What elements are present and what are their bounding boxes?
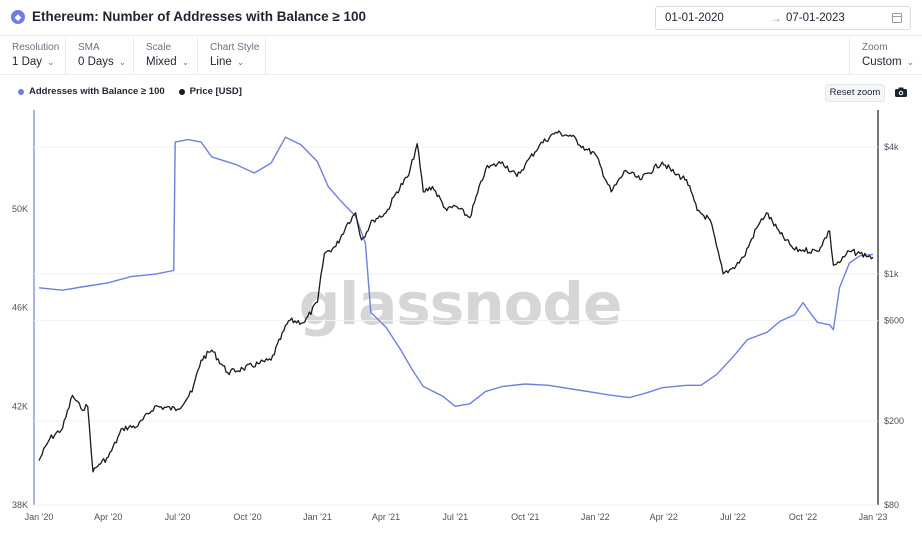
right-tick-label: $4k	[884, 142, 899, 152]
x-tick-label: Oct '21	[511, 512, 539, 522]
right-tick-label: $200	[884, 416, 904, 426]
scale-select[interactable]: Scale Mixed ⌄	[134, 37, 198, 75]
resolution-value[interactable]: 1 Day ⌄	[12, 56, 55, 68]
legend-dot-addresses	[18, 88, 24, 95]
chart-header: ◆ Ethereum: Number of Addresses with Bal…	[0, 0, 922, 36]
left-tick-label: 42K	[12, 401, 28, 411]
x-tick-label: Jan '20	[25, 512, 54, 522]
right-tick-label: $80	[884, 500, 899, 510]
right-tick-label: $1k	[884, 269, 899, 279]
left-tick-label: 38K	[12, 500, 28, 510]
legend-item-addresses[interactable]: Addresses with Balance ≥ 100	[18, 86, 165, 97]
resolution-value-text: 1 Day	[12, 56, 43, 68]
x-tick-label: Oct '20	[233, 512, 261, 522]
chart-style-value-text: Line	[210, 56, 232, 68]
x-tick-label: Oct '22	[789, 512, 817, 522]
chart-controls: Resolution 1 Day ⌄ SMA 0 Days ⌄ Scale Mixe…	[0, 37, 922, 75]
chart-style-select[interactable]: Chart Style Line ⌄	[198, 37, 266, 75]
left-tick-label: 50K	[12, 204, 28, 214]
resolution-select[interactable]: Resolution 1 Day ⌄	[0, 37, 66, 75]
right-tick-label: $600	[884, 316, 904, 326]
title-wrap: ◆ Ethereum: Number of Addresses with Bal…	[11, 9, 366, 24]
zoom-value-text: Custom	[862, 56, 902, 68]
chart-style-value[interactable]: Line ⌄	[210, 56, 244, 68]
arrow-right-icon: →	[770, 11, 782, 25]
chevron-down-icon: ⌄	[47, 57, 55, 67]
zoom-select[interactable]: Zoom Custom ⌄	[849, 37, 922, 75]
scale-value[interactable]: Mixed ⌄	[146, 56, 189, 68]
x-tick-label: Jan '21	[303, 512, 332, 522]
calendar-icon[interactable]	[892, 13, 902, 23]
legend-item-price[interactable]: Price [USD]	[178, 86, 242, 97]
x-tick-label: Jan '23	[859, 512, 888, 522]
x-tick-label: Jul '20	[165, 512, 191, 522]
legend-dot-price	[178, 88, 185, 95]
chart-legend: Addresses with Balance ≥ 100 Price [USD]	[18, 86, 256, 97]
chevron-down-icon: ⌄	[236, 57, 245, 67]
chevron-down-icon: ⌄	[181, 57, 190, 67]
date-end-input[interactable]: 07-01-2023	[786, 12, 845, 24]
sma-select[interactable]: SMA 0 Days ⌄	[66, 37, 134, 75]
ethereum-icon: ◆	[11, 9, 25, 24]
legend-label-price: Price [USD]	[189, 86, 242, 97]
scale-label: Scale	[146, 42, 172, 53]
series-line-price	[38, 130, 874, 473]
legend-label-addresses: Addresses with Balance ≥ 100	[29, 86, 165, 97]
x-tick-label: Jul '21	[442, 512, 468, 522]
sma-value[interactable]: 0 Days ⌄	[78, 56, 126, 68]
x-tick-label: Apr '21	[372, 512, 400, 522]
chevron-down-icon: ⌄	[906, 57, 915, 67]
scale-value-text: Mixed	[146, 56, 177, 68]
x-tick-label: Jul '22	[720, 512, 746, 522]
date-start-input[interactable]: 01-01-2020	[665, 12, 724, 24]
zoom-value[interactable]: Custom ⌄	[862, 56, 914, 68]
sma-value-text: 0 Days	[78, 56, 114, 68]
reset-zoom-button[interactable]: Reset zoom	[825, 84, 885, 102]
x-tick-label: Apr '20	[94, 512, 122, 522]
camera-icon[interactable]	[895, 87, 907, 97]
x-tick-label: Apr '22	[650, 512, 678, 522]
left-tick-label: 46K	[12, 303, 28, 313]
chart-style-label: Chart Style	[210, 42, 260, 53]
x-tick-label: Jan '22	[581, 512, 610, 522]
chevron-down-icon: ⌄	[118, 57, 127, 67]
date-range-picker[interactable]: 01-01-2020 → 07-01-2023	[655, 6, 911, 30]
resolution-label: Resolution	[12, 42, 60, 53]
series-line-addresses	[38, 136, 874, 407]
page-title: Ethereum: Number of Addresses with Balan…	[32, 9, 367, 24]
sma-label: SMA	[78, 42, 100, 53]
zoom-label: Zoom	[862, 42, 888, 53]
watermark-text: glassnode	[299, 270, 622, 338]
